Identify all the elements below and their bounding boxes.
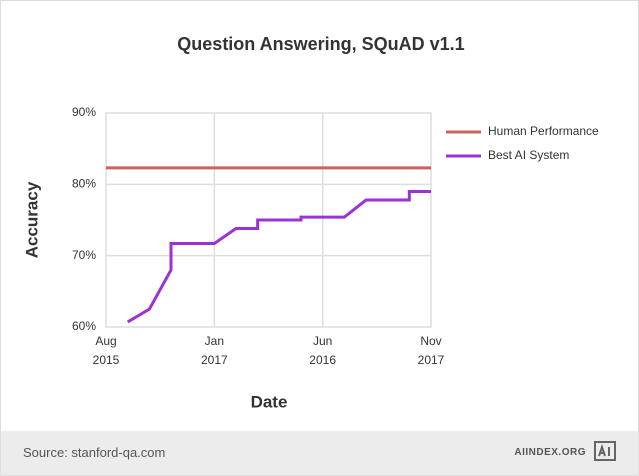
- series-line: [126, 189, 431, 324]
- source: Source: stanford-qa.com: [23, 445, 166, 460]
- x-tick-label: Jun 2016: [309, 334, 336, 367]
- chart: Question Answering, SQuAD v1.1 Accuracy …: [22, 34, 599, 412]
- brand: AIINDEX.ORG: [514, 447, 586, 458]
- legend-label: Best AI System: [488, 148, 569, 162]
- y-tick-label: 70%: [72, 248, 96, 262]
- legend-label: Human Performance: [488, 124, 599, 138]
- x-axis-label: Date: [251, 392, 288, 411]
- x-tick-label: Nov 2017: [417, 334, 445, 367]
- y-tick-label: 80%: [72, 177, 96, 191]
- y-axis-label: Accuracy: [22, 181, 41, 258]
- chart-title: Question Answering, SQuAD v1.1: [177, 34, 464, 54]
- logo: [594, 441, 616, 461]
- y-tick-label: 60%: [72, 319, 96, 333]
- x-tick-label: Jan 2017: [200, 334, 228, 367]
- x-tick-label: Aug 2015: [92, 334, 120, 367]
- y-tick-label: 90%: [72, 105, 96, 119]
- footer: Source: stanford-qa.com AIINDEX.ORG: [1, 431, 638, 475]
